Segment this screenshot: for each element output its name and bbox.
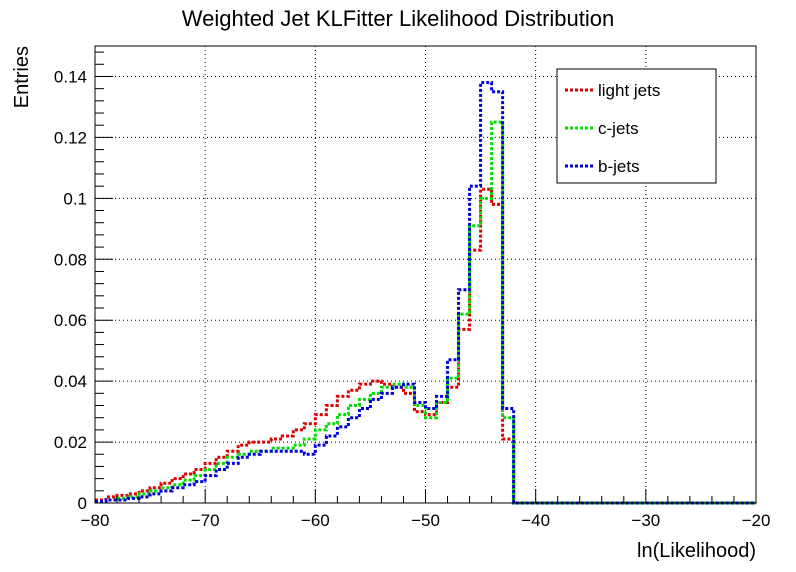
x-tick-label: −40 xyxy=(521,511,550,530)
x-tick-label: −70 xyxy=(191,511,220,530)
x-tick-label: −80 xyxy=(81,511,110,530)
legend: light jets c-jets b-jets xyxy=(556,68,717,184)
y-tick-label: 0.1 xyxy=(63,189,87,208)
x-tick-label: −30 xyxy=(631,511,660,530)
series-light-jets-line xyxy=(95,187,756,505)
chart-title: Weighted Jet KLFitter Likelihood Distrib… xyxy=(182,6,614,31)
x-tick-label: −60 xyxy=(301,511,330,530)
axes: −80 −70 −60 −50 −40 −30 −20 0 0.02 0.04 0.06 0.08 0.… xyxy=(54,51,771,530)
legend-label-b-jets: b-jets xyxy=(598,157,640,176)
x-tick-label: −20 xyxy=(742,511,771,530)
legend-box xyxy=(556,68,717,184)
y-tick-label: 0.02 xyxy=(54,433,87,452)
y-tick-label: 0.04 xyxy=(54,372,87,391)
x-tick-label: −50 xyxy=(411,511,440,530)
legend-label-light-jets: light jets xyxy=(598,81,660,100)
y-tick-label: 0.12 xyxy=(54,128,87,147)
grid xyxy=(95,46,756,503)
y-tick-label: 0.08 xyxy=(54,250,87,269)
legend-label-c-jets: c-jets xyxy=(598,119,639,138)
y-tick-label: 0.14 xyxy=(54,67,87,86)
y-axis-label: Entries xyxy=(11,46,33,108)
x-axis-label: ln(Likelihood) xyxy=(637,540,756,562)
y-tick-label: 0.06 xyxy=(54,311,87,330)
y-tick-label: 0 xyxy=(78,494,87,513)
